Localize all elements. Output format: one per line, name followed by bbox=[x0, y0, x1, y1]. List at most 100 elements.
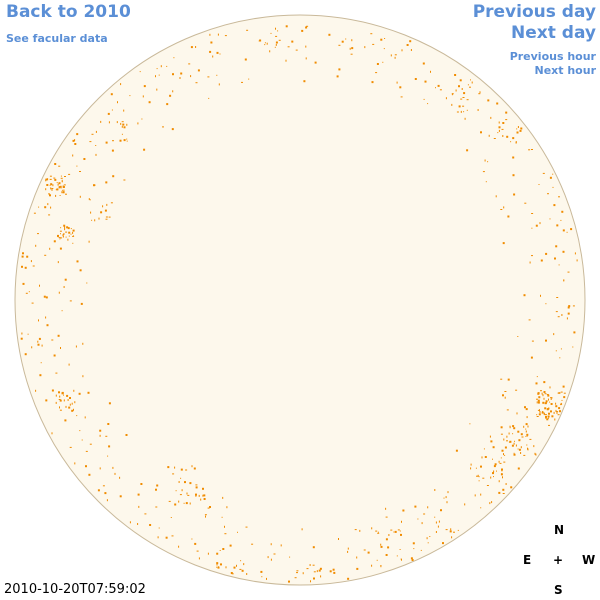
facula-point bbox=[64, 419, 67, 422]
facula-point bbox=[117, 101, 118, 104]
facula-point bbox=[209, 50, 212, 53]
facula-point bbox=[68, 363, 70, 366]
facula-point bbox=[549, 176, 552, 179]
facula-point bbox=[204, 514, 207, 516]
facula-point bbox=[141, 118, 143, 120]
facula-point bbox=[422, 62, 425, 65]
facula-point bbox=[155, 488, 157, 491]
facula-point bbox=[414, 78, 417, 80]
previous-hour-link[interactable]: Previous hour bbox=[509, 50, 596, 63]
facula-point bbox=[60, 175, 62, 177]
previous-day-link[interactable]: Previous day bbox=[472, 2, 596, 22]
facula-point bbox=[38, 206, 40, 208]
facula-point bbox=[172, 473, 175, 475]
facula-point bbox=[61, 310, 63, 312]
facula-point bbox=[406, 44, 409, 46]
facula-point bbox=[554, 257, 556, 260]
facula-point bbox=[491, 501, 493, 504]
facula-point bbox=[345, 38, 347, 40]
facula-point bbox=[548, 417, 549, 419]
facula-point bbox=[498, 460, 500, 463]
facula-point bbox=[526, 433, 529, 436]
compass-east-label: E bbox=[523, 553, 532, 567]
facula-point bbox=[148, 101, 151, 104]
facula-point bbox=[60, 233, 61, 235]
facula-point bbox=[478, 480, 480, 482]
facula-point bbox=[567, 312, 570, 315]
facula-point bbox=[400, 558, 402, 560]
facula-point bbox=[427, 542, 429, 544]
facula-point bbox=[525, 435, 527, 437]
facula-point bbox=[442, 542, 444, 545]
facula-point bbox=[469, 86, 471, 88]
facula-point bbox=[548, 407, 550, 410]
facula-point bbox=[48, 214, 51, 216]
back-to-year-link[interactable]: Back to 2010 bbox=[6, 2, 131, 22]
facula-point bbox=[236, 564, 237, 567]
facula-point bbox=[515, 141, 517, 144]
facula-point bbox=[69, 300, 72, 302]
facula-point bbox=[574, 252, 576, 255]
facula-point bbox=[179, 77, 181, 79]
facula-point bbox=[399, 86, 402, 89]
facula-point bbox=[567, 306, 570, 309]
facula-point bbox=[121, 121, 124, 123]
facula-point bbox=[513, 427, 516, 430]
facula-point bbox=[482, 171, 485, 173]
facula-point bbox=[508, 441, 510, 443]
facula-point bbox=[558, 196, 560, 198]
facula-point bbox=[540, 294, 541, 297]
facula-point bbox=[523, 294, 526, 297]
facula-point bbox=[546, 418, 549, 421]
facula-point bbox=[555, 405, 558, 408]
facula-point bbox=[550, 398, 552, 400]
facula-point bbox=[55, 372, 58, 374]
facula-point bbox=[63, 286, 65, 288]
facula-point bbox=[380, 545, 383, 548]
facula-point bbox=[209, 33, 211, 36]
facula-point bbox=[51, 389, 54, 392]
facula-point bbox=[104, 209, 107, 212]
facula-point bbox=[285, 25, 288, 28]
facula-point bbox=[399, 549, 401, 550]
facula-point bbox=[45, 188, 47, 191]
facula-point bbox=[61, 179, 63, 182]
facula-point bbox=[288, 580, 290, 583]
next-day-link[interactable]: Next day bbox=[511, 23, 596, 43]
facula-point bbox=[51, 188, 54, 189]
facula-point bbox=[174, 503, 177, 506]
facula-point bbox=[502, 493, 505, 494]
facula-point bbox=[506, 435, 508, 438]
facula-point bbox=[305, 45, 307, 48]
facula-point bbox=[451, 93, 453, 96]
facula-point bbox=[515, 389, 518, 391]
facula-point bbox=[427, 103, 429, 105]
solar-disk bbox=[14, 14, 586, 586]
facula-point bbox=[69, 397, 71, 399]
facula-point bbox=[445, 529, 448, 531]
facula-point bbox=[46, 184, 49, 186]
facula-point bbox=[100, 120, 102, 123]
facula-point bbox=[567, 271, 570, 273]
next-hour-link[interactable]: Next hour bbox=[534, 64, 597, 77]
facula-point bbox=[490, 440, 493, 443]
facula-point bbox=[57, 234, 59, 237]
facula-point bbox=[513, 453, 516, 456]
facula-point bbox=[568, 305, 571, 308]
see-facular-data-link[interactable]: See facular data bbox=[6, 32, 108, 45]
facula-point bbox=[338, 68, 341, 71]
facula-point bbox=[80, 302, 83, 305]
facula-point bbox=[531, 227, 533, 229]
facula-point bbox=[556, 297, 559, 298]
facula-point bbox=[216, 562, 219, 565]
facula-point bbox=[51, 432, 53, 435]
facula-point bbox=[464, 117, 466, 120]
facula-point bbox=[49, 175, 52, 177]
facula-point bbox=[49, 194, 51, 197]
facula-point bbox=[544, 393, 547, 395]
facula-point bbox=[108, 121, 110, 124]
facula-point bbox=[70, 233, 72, 235]
facula-point bbox=[78, 392, 81, 395]
facula-point bbox=[195, 494, 197, 497]
